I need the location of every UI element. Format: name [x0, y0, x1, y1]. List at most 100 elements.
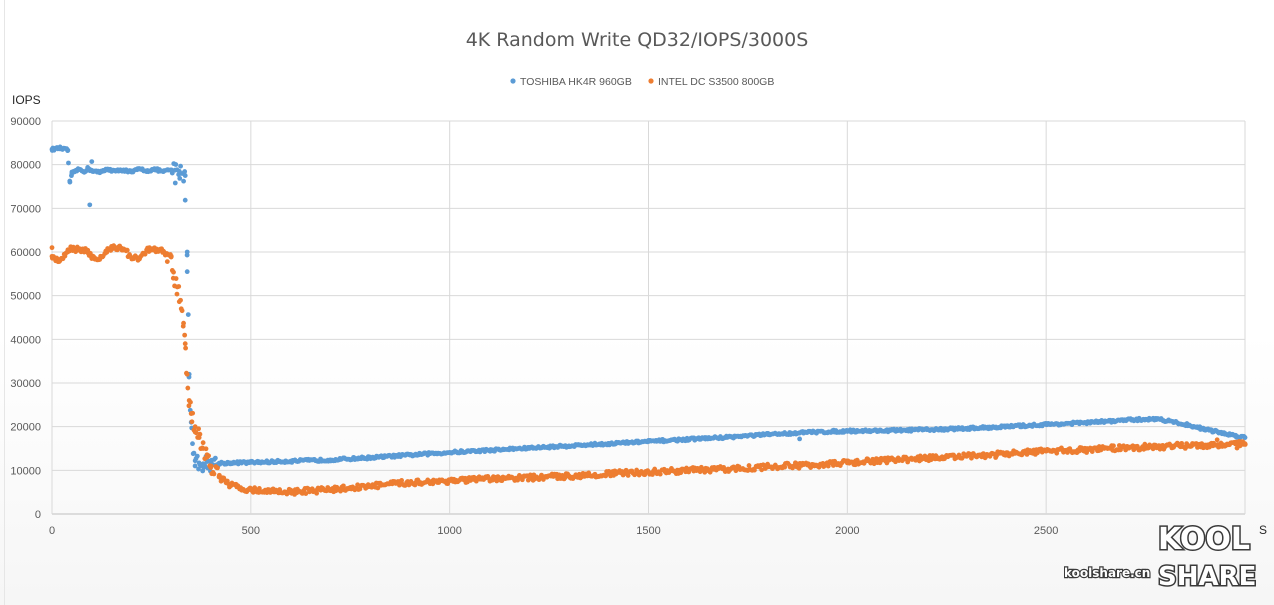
y-tick-label: 80000	[10, 160, 41, 172]
data-point	[487, 447, 492, 453]
data-point	[193, 430, 199, 436]
data-point	[129, 255, 134, 261]
data-point	[752, 467, 757, 473]
data-point	[178, 306, 184, 312]
data-point	[314, 490, 320, 496]
data-point	[192, 463, 198, 469]
data-point	[211, 471, 217, 477]
data-point	[81, 169, 87, 175]
data-point	[1083, 447, 1089, 453]
data-point	[685, 436, 691, 442]
data-point	[184, 269, 190, 275]
data-point	[964, 453, 970, 459]
data-point	[367, 483, 373, 489]
data-point	[340, 483, 346, 489]
data-point	[65, 147, 71, 153]
data-point	[181, 178, 187, 184]
data-point	[685, 467, 691, 473]
watermark-url: koolshare.cn	[1064, 566, 1150, 580]
data-point	[87, 202, 93, 208]
data-point	[124, 247, 130, 253]
data-point	[97, 257, 103, 262]
data-point	[200, 440, 206, 446]
data-point	[308, 488, 313, 494]
data-point	[137, 166, 142, 172]
data-point	[184, 249, 190, 255]
data-point	[160, 169, 166, 175]
y-tick-label: 40000	[10, 334, 41, 346]
watermark-logo-kool: KOOL	[1158, 522, 1250, 557]
data-point	[172, 180, 178, 186]
data-point	[49, 253, 55, 259]
data-point	[65, 247, 71, 253]
data-point	[1222, 431, 1228, 437]
x-tick-label: 1500	[636, 525, 660, 537]
data-point	[288, 489, 293, 495]
data-point	[196, 435, 202, 440]
data-point	[184, 371, 190, 377]
series-toshiba	[49, 144, 1248, 474]
data-point	[625, 473, 631, 478]
data-point	[174, 284, 180, 290]
data-point	[725, 466, 731, 472]
data-point	[185, 312, 191, 318]
data-point	[407, 480, 413, 485]
x-tick-label: 2000	[835, 525, 859, 537]
data-point	[924, 455, 930, 461]
data-point	[186, 398, 192, 403]
data-point	[85, 247, 91, 253]
data-points	[49, 144, 1248, 497]
x-tick-label: 1000	[437, 525, 461, 537]
gridlines	[51, 120, 1246, 515]
data-point	[160, 248, 166, 254]
data-point	[765, 432, 771, 437]
data-point	[407, 452, 413, 458]
data-point	[152, 167, 158, 172]
data-point	[399, 478, 405, 483]
data-point	[121, 246, 126, 252]
data-point	[105, 166, 111, 172]
data-point	[129, 169, 134, 175]
data-point	[646, 469, 651, 475]
data-point	[177, 176, 183, 181]
data-point	[89, 167, 95, 173]
data-point	[69, 171, 75, 176]
y-tick-label: 70000	[10, 203, 41, 215]
data-point	[185, 385, 191, 391]
x-tick-label: 2500	[1034, 525, 1058, 537]
x-axis-label: S	[1259, 523, 1267, 537]
data-point	[215, 465, 220, 471]
data-point	[113, 245, 119, 251]
data-point	[168, 167, 174, 173]
data-point	[182, 332, 188, 338]
data-point	[924, 427, 930, 433]
y-axis-label: IOPS	[12, 93, 41, 107]
data-point	[200, 446, 206, 451]
data-point	[182, 173, 188, 178]
data-point	[884, 457, 890, 463]
data-point	[1202, 442, 1208, 448]
legend-label-intel: INTEL DC S3500 800GB	[658, 76, 774, 88]
data-point	[85, 166, 91, 171]
data-point	[66, 160, 71, 166]
data-point	[171, 269, 176, 275]
data-point	[170, 275, 176, 281]
data-point	[447, 478, 453, 484]
data-point	[1083, 420, 1089, 426]
legend-label-toshiba: TOSHIBA HK4R 960GB	[520, 76, 632, 88]
legend-marker-intel	[648, 78, 654, 84]
x-tick-label: 500	[242, 525, 260, 537]
data-point	[566, 473, 572, 479]
data-point	[69, 246, 75, 251]
data-point	[1043, 422, 1049, 427]
data-point	[678, 470, 684, 476]
data-point	[327, 457, 333, 463]
data-point	[77, 167, 83, 172]
data-point	[192, 424, 198, 430]
data-point	[196, 426, 201, 432]
data-point	[844, 428, 850, 434]
data-point	[49, 146, 55, 152]
data-point	[1163, 443, 1168, 449]
data-point	[200, 461, 206, 467]
data-point	[152, 247, 158, 253]
